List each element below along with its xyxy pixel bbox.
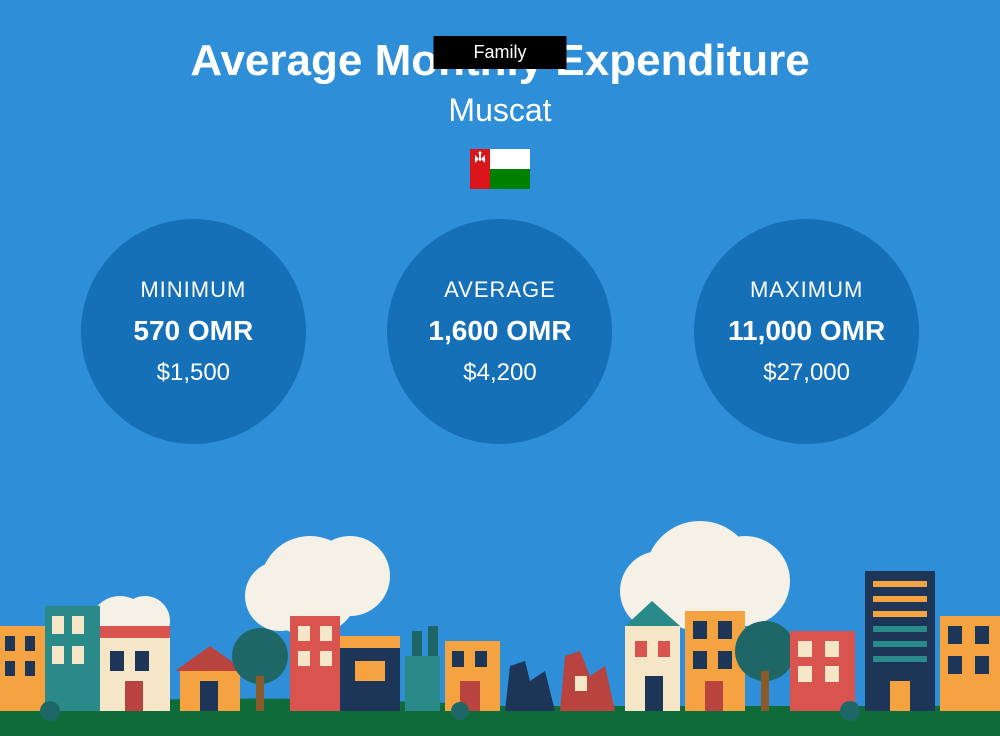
stat-usd: $1,500 bbox=[157, 359, 230, 387]
stat-label: MAXIMUM bbox=[750, 277, 863, 303]
location-subtitle: Muscat bbox=[0, 92, 1000, 129]
stat-value: 1,600 OMR bbox=[428, 315, 571, 347]
stat-value: 11,000 OMR bbox=[728, 315, 885, 347]
stat-usd: $27,000 bbox=[763, 359, 850, 387]
oman-flag-icon bbox=[470, 149, 530, 189]
stat-label: AVERAGE bbox=[444, 277, 556, 303]
category-tag: Family bbox=[434, 36, 567, 69]
stat-minimum: MINIMUM 570 OMR $1,500 bbox=[81, 219, 306, 444]
stat-label: MINIMUM bbox=[140, 277, 246, 303]
stat-value: 570 OMR bbox=[133, 315, 253, 347]
stat-usd: $4,200 bbox=[463, 359, 536, 387]
cityscape-illustration bbox=[0, 506, 1000, 736]
stat-average: AVERAGE 1,600 OMR $4,200 bbox=[387, 219, 612, 444]
stat-maximum: MAXIMUM 11,000 OMR $27,000 bbox=[694, 219, 919, 444]
stats-circles: MINIMUM 570 OMR $1,500 AVERAGE 1,600 OMR… bbox=[0, 219, 1000, 444]
